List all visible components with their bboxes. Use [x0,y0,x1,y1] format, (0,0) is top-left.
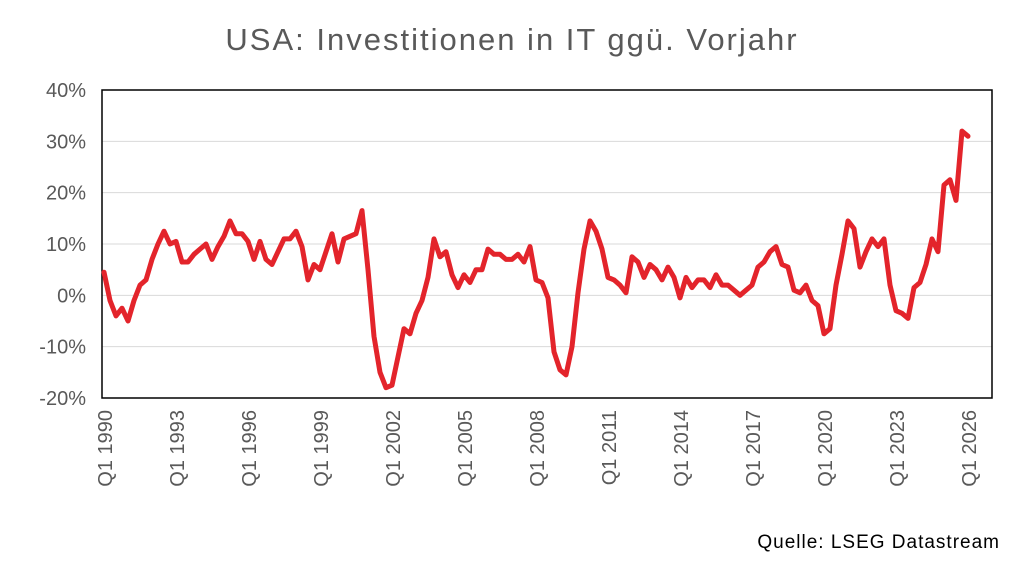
source-note: Quelle: LSEG Datastream [757,532,1000,553]
x-tick-label: Q1 2008 [527,410,549,487]
x-tick-label: Q1 1999 [311,410,333,487]
series-line [101,128,971,391]
x-tick-label: Q1 2014 [671,410,693,487]
x-tick-label: Q1 1996 [239,410,261,487]
y-tick-label: -10% [39,337,86,359]
y-tick-label: 0% [57,285,86,307]
x-tick-label: Q1 2026 [959,410,981,487]
y-tick-label: 10% [46,234,86,256]
x-tick-label: Q1 2011 [599,410,621,485]
y-tick-label: -20% [39,388,86,410]
y-tick-label: 40% [46,80,86,102]
x-tick-label: Q1 2002 [383,410,405,487]
x-tick-label: Q1 1990 [95,410,117,487]
plot-area-frame [101,89,993,399]
x-tick-label: Q1 2017 [743,410,765,487]
x-tick-label: Q1 2023 [887,410,909,487]
y-axis: 40% 30% 20% 10% 0% -10% -20% [39,80,86,410]
y-tick-label: 20% [46,183,86,205]
x-tick-label: Q1 2005 [455,410,477,487]
x-axis: Q1 1990 Q1 1993 Q1 1996 Q1 1999 Q1 2002 Q1 20… [95,410,981,487]
x-tick-label: Q1 2020 [815,410,837,487]
y-tick-label: 30% [46,131,86,153]
x-tick-label: Q1 1993 [167,410,189,487]
chart-title: USA: Investitionen in IT ggü. Vorjahr [225,22,799,57]
series-layer [101,128,971,391]
